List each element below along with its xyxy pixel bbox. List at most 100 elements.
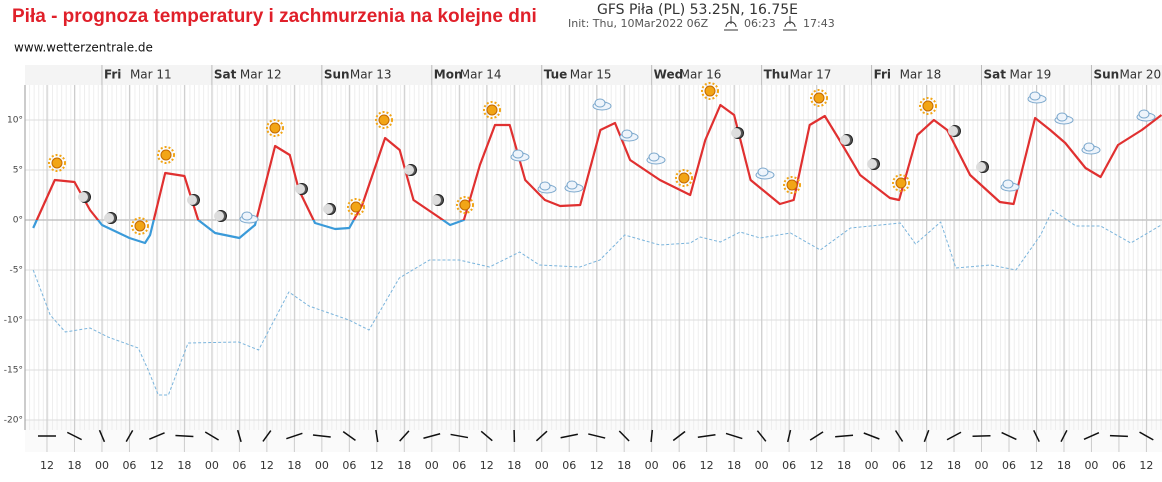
chart-title: Piła - prognoza temperatury i zachmurzen…	[12, 6, 537, 27]
day-date: Mar 18	[900, 68, 942, 82]
wind-band	[25, 420, 1162, 452]
wind-arrow	[1139, 431, 1154, 441]
wind-arrow	[725, 432, 743, 440]
wind-arrow	[1033, 429, 1040, 443]
x-tick-label: 00	[975, 459, 989, 472]
day-weekday: Sun	[324, 68, 350, 82]
y-tick-label: -15°	[4, 366, 23, 376]
x-tick-label: 12	[810, 459, 824, 472]
x-tick-label: 00	[1084, 459, 1098, 472]
wind-arrow	[809, 431, 824, 441]
x-tick-label: 12	[1029, 459, 1043, 472]
x-tick-label: 06	[1002, 459, 1016, 472]
sunset: 17:43	[803, 17, 835, 30]
wind-arrow	[149, 432, 165, 440]
wind-arrow	[125, 430, 134, 442]
wind-arrow	[786, 429, 792, 443]
day-date: Mar 11	[130, 68, 172, 82]
day-weekday: Mon	[434, 68, 463, 82]
x-tick-label: 18	[947, 459, 961, 472]
wind-arrow	[450, 433, 469, 439]
day-weekday: Sat	[214, 68, 237, 82]
x-tick-label: 06	[672, 459, 686, 472]
y-tick-label: 10°	[7, 116, 23, 126]
day-weekday: Tue	[544, 68, 568, 82]
x-tick-label: 00	[865, 459, 879, 472]
y-tick-label: 0°	[13, 216, 23, 226]
series-line	[32, 103, 1162, 245]
sunset-icon	[783, 16, 797, 31]
grid	[24, 65, 1162, 452]
wind-arrow	[588, 433, 606, 439]
day-date: Mar 20	[1119, 68, 1161, 82]
day-date: Mar 15	[570, 68, 612, 82]
day-weekday: Sat	[984, 68, 1007, 82]
series-line	[32, 209, 1162, 396]
wind-arrow	[204, 431, 219, 441]
x-tick-label: 00	[205, 459, 219, 472]
x-tick-label: 06	[1112, 459, 1126, 472]
day-weekday: Fri	[874, 68, 891, 82]
day-date: Mar 14	[460, 68, 502, 82]
y-tick-label: -10°	[4, 316, 23, 326]
wind-arrow	[618, 430, 630, 442]
wind-arrow	[236, 429, 242, 443]
init-text: Init: Thu, 10Mar2022 06Z	[568, 17, 709, 30]
y-tick-label: 5°	[13, 166, 23, 176]
day-weekday: Thu	[764, 68, 789, 82]
x-tick-label: 12	[700, 459, 714, 472]
x-tick-label: 06	[452, 459, 466, 472]
wind-arrow	[1083, 431, 1100, 441]
x-tick-label: 18	[727, 459, 741, 472]
model-title: GFS Piła (PL) 53.25N, 16.75E	[597, 2, 798, 18]
wind-arrow	[894, 430, 904, 442]
sunrise-icon	[724, 16, 738, 31]
wind-arrow	[423, 433, 441, 439]
day-date: Mar 17	[790, 68, 832, 82]
wind-arrow	[650, 429, 654, 443]
x-tick-label: 06	[562, 459, 576, 472]
x-tick-label: 06	[782, 459, 796, 472]
x-tick-label: 00	[425, 459, 439, 472]
x-tick-label: 00	[315, 459, 329, 472]
x-tick-label: 18	[1057, 459, 1071, 472]
sunrise: 06:23	[744, 17, 776, 30]
subtitle: www.wetterzentrale.de	[14, 41, 153, 55]
wind-arrow	[1060, 429, 1068, 443]
wind-arrow	[560, 433, 578, 439]
x-tick-label: 12	[370, 459, 384, 472]
x-tick-label: 06	[122, 459, 136, 472]
wind-arrow	[399, 430, 410, 442]
x-tick-label: 18	[177, 459, 191, 472]
wind-arrow	[480, 430, 493, 442]
series	[32, 103, 1162, 396]
x-tick-label: 18	[67, 459, 81, 472]
y-tick-label: -20°	[4, 416, 23, 426]
wind-arrow	[375, 429, 379, 443]
wind-arrow	[342, 431, 356, 441]
day-band	[25, 65, 1162, 85]
x-tick-label: 12	[40, 459, 54, 472]
wind-arrow	[262, 430, 272, 442]
wind-arrow	[863, 432, 880, 440]
x-tick-label: 18	[837, 459, 851, 472]
x-tick-label: 12	[920, 459, 934, 472]
y-tick-label: -5°	[10, 266, 23, 276]
wind-arrow	[923, 429, 930, 443]
day-date: Mar 13	[350, 68, 392, 82]
wind-arrow	[1001, 431, 1017, 441]
wind-arrow	[672, 430, 686, 442]
x-tick-label: 00	[755, 459, 769, 472]
wind-arrow	[1109, 434, 1128, 438]
day-date: Mar 19	[1010, 68, 1052, 82]
x-tick-label: 18	[397, 459, 411, 472]
wind-arrow	[286, 432, 303, 440]
x-tick-label: 12	[1139, 459, 1153, 472]
wind-arrow	[946, 431, 962, 441]
day-date: Mar 16	[680, 68, 722, 82]
day-weekday: Sun	[1093, 68, 1119, 82]
x-tick-label: 12	[480, 459, 494, 472]
x-tick-label: 06	[342, 459, 356, 472]
wind-arrow	[535, 430, 548, 442]
